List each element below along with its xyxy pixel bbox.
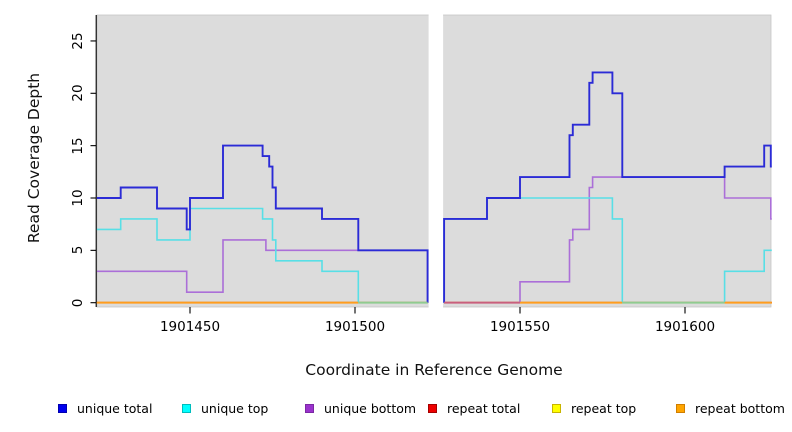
legend-label-unique-total: unique total <box>77 400 153 416</box>
legend-label-unique-top: unique top <box>201 400 269 416</box>
x-axis-title: Coordinate in Reference Genome <box>305 361 563 379</box>
coverage-gap-band <box>428 14 444 308</box>
legend-swatch-unique-top-icon <box>182 403 191 413</box>
legend-item-repeat-bottom: repeat bottom <box>676 399 785 417</box>
legend-swatch-unique-total-icon <box>58 403 67 413</box>
plot-background-layer <box>96 14 772 308</box>
legend-label-repeat-total: repeat total <box>447 400 521 416</box>
series-line-unique-bottom <box>444 176 772 304</box>
legend-item-unique-bottom: unique bottom <box>305 399 416 417</box>
y-tick-label: 10 <box>70 189 86 207</box>
y-axis-title: Read Coverage Depth <box>25 72 43 244</box>
series-line-unique-total <box>443 71 772 303</box>
x-tick-label: 1901550 <box>489 319 551 335</box>
legend-swatch-unique-bottom-icon <box>305 403 314 413</box>
series-line-unique-total <box>96 144 429 303</box>
legend-swatch-repeat-bottom-icon <box>676 403 685 413</box>
legend-label-unique-bottom: unique bottom <box>324 400 417 416</box>
y-tick-label: 15 <box>70 137 86 155</box>
legend-item-unique-top: unique top <box>182 399 268 417</box>
y-tick-label: 5 <box>70 246 86 255</box>
legend-swatch-repeat-total-icon <box>428 403 437 413</box>
y-tick-label: 20 <box>70 84 86 102</box>
y-tick-label: 0 <box>70 298 86 307</box>
series-line-unique-top <box>96 207 428 304</box>
x-tick-label: 1901450 <box>159 319 221 335</box>
legend-item-unique-total: unique total <box>58 399 152 417</box>
x-tick-label: 1901500 <box>324 319 386 335</box>
legend-item-repeat-top: repeat top <box>552 399 636 417</box>
legend-label-repeat-bottom: repeat bottom <box>695 400 785 416</box>
y-tick-label: 25 <box>70 32 86 50</box>
axis-tick-layer <box>90 15 686 314</box>
legend-swatch-repeat-top-icon <box>552 403 561 413</box>
legend-item-repeat-total: repeat total <box>428 399 520 417</box>
legend-label-repeat-top: repeat top <box>571 400 637 416</box>
x-tick-label: 1901600 <box>654 319 716 335</box>
